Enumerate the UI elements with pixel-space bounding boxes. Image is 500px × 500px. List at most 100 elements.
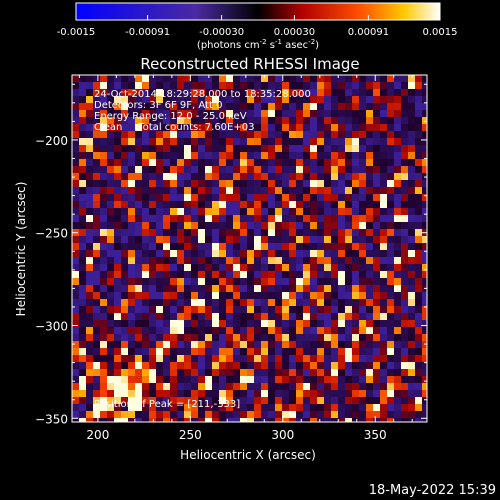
heatmap-cell	[107, 299, 114, 306]
heatmap-cell	[373, 418, 380, 422]
heatmap-cell	[128, 152, 135, 159]
heatmap-cell	[317, 89, 324, 96]
heatmap-cell	[282, 124, 289, 131]
heatmap-cell	[366, 222, 373, 229]
heatmap-cell	[135, 348, 142, 355]
heatmap-cell	[79, 285, 86, 292]
heatmap-cell	[226, 376, 233, 383]
heatmap-cell	[254, 264, 261, 271]
heatmap-cell	[121, 383, 128, 390]
heatmap-cell	[156, 166, 163, 173]
heatmap-cell	[338, 278, 345, 285]
heatmap-cell	[142, 278, 149, 285]
heatmap-cell	[366, 208, 373, 215]
heatmap-cell	[387, 75, 394, 82]
heatmap-cell	[72, 299, 79, 306]
heatmap-cell	[303, 229, 310, 236]
heatmap-cell	[142, 215, 149, 222]
heatmap-cell	[177, 327, 184, 334]
colorbar-tick-label: -0.0015	[57, 27, 96, 38]
heatmap-cell	[254, 173, 261, 180]
heatmap-cell	[310, 327, 317, 334]
heatmap-cell	[296, 278, 303, 285]
heatmap-cell	[296, 306, 303, 313]
heatmap-cell	[205, 320, 212, 327]
heatmap-cell	[310, 390, 317, 397]
heatmap-cell	[149, 299, 156, 306]
heatmap-cell	[268, 166, 275, 173]
heatmap-cell	[331, 285, 338, 292]
heatmap-cell	[219, 236, 226, 243]
heatmap-cell	[233, 278, 240, 285]
heatmap-cell	[338, 187, 345, 194]
heatmap-cell	[401, 187, 408, 194]
heatmap-cell	[422, 75, 427, 82]
heatmap-cell	[380, 327, 387, 334]
heatmap-cell	[366, 194, 373, 201]
heatmap-cell	[191, 82, 198, 89]
heatmap-cell	[233, 187, 240, 194]
heatmap-cell	[93, 236, 100, 243]
heatmap-cell	[422, 383, 427, 390]
heatmap-cell	[191, 166, 198, 173]
heatmap-cell	[289, 306, 296, 313]
heatmap-cell	[352, 299, 359, 306]
heatmap-cell	[226, 313, 233, 320]
heatmap-cell	[100, 341, 107, 348]
heatmap-cell	[373, 145, 380, 152]
heatmap-cell	[324, 278, 331, 285]
heatmap-cell	[142, 327, 149, 334]
heatmap-cell	[205, 299, 212, 306]
heatmap-cell	[240, 215, 247, 222]
heatmap-cell	[163, 271, 170, 278]
heatmap-cell	[366, 75, 373, 82]
heatmap-cell	[282, 313, 289, 320]
heatmap-cell	[310, 138, 317, 145]
heatmap-cell	[170, 117, 177, 124]
heatmap-cell	[121, 306, 128, 313]
heatmap-cell	[86, 201, 93, 208]
heatmap-cell	[233, 103, 240, 110]
heatmap-cell	[296, 201, 303, 208]
heatmap-cell	[79, 362, 86, 369]
heatmap-cell	[79, 390, 86, 397]
heatmap-cell	[72, 96, 79, 103]
heatmap-cell	[247, 327, 254, 334]
heatmap-cell	[261, 376, 268, 383]
heatmap-cell	[240, 180, 247, 187]
heatmap-cell	[331, 229, 338, 236]
heatmap-cell	[282, 362, 289, 369]
heatmap-cell	[345, 383, 352, 390]
heatmap-cell	[275, 243, 282, 250]
heatmap-cell	[268, 250, 275, 257]
heatmap-cell	[254, 117, 261, 124]
heatmap-cell	[240, 208, 247, 215]
heatmap-cell	[401, 390, 408, 397]
heatmap-cell	[261, 152, 268, 159]
heatmap-cell	[289, 166, 296, 173]
heatmap-cell	[394, 159, 401, 166]
heatmap-cell	[163, 201, 170, 208]
heatmap-cell	[268, 285, 275, 292]
heatmap-cell	[345, 152, 352, 159]
heatmap-cell	[121, 229, 128, 236]
heatmap-cell	[247, 180, 254, 187]
heatmap-cell	[198, 145, 205, 152]
heatmap-cell	[177, 306, 184, 313]
heatmap-cell	[72, 383, 79, 390]
heatmap-cell	[366, 383, 373, 390]
heatmap-cell	[254, 285, 261, 292]
heatmap-cell	[212, 103, 219, 110]
heatmap-cell	[107, 145, 114, 152]
heatmap-cell	[135, 208, 142, 215]
heatmap-cell	[261, 180, 268, 187]
heatmap-cell	[254, 110, 261, 117]
heatmap-cell	[254, 96, 261, 103]
heatmap-cell	[303, 341, 310, 348]
heatmap-cell	[394, 397, 401, 404]
heatmap-cell	[100, 243, 107, 250]
heatmap-cell	[170, 341, 177, 348]
heatmap-cell	[401, 334, 408, 341]
heatmap-cell	[373, 138, 380, 145]
heatmap-cell	[142, 229, 149, 236]
